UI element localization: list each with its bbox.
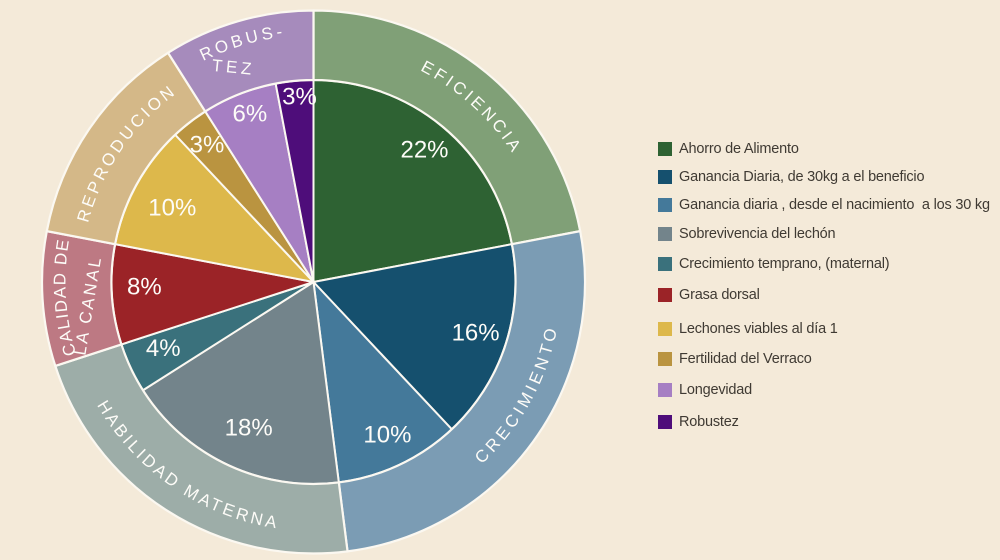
svg-text:16%: 16%	[452, 320, 500, 347]
svg-text:6%: 6%	[233, 101, 268, 128]
svg-text:3%: 3%	[190, 132, 225, 159]
svg-text:22%: 22%	[400, 137, 448, 164]
svg-text:8%: 8%	[127, 274, 162, 301]
svg-text:3%: 3%	[282, 84, 317, 111]
svg-text:TEZ: TEZ	[211, 56, 256, 79]
svg-text:10%: 10%	[148, 195, 196, 222]
svg-text:10%: 10%	[363, 422, 411, 449]
svg-text:18%: 18%	[225, 415, 273, 442]
svg-text:4%: 4%	[146, 335, 181, 362]
